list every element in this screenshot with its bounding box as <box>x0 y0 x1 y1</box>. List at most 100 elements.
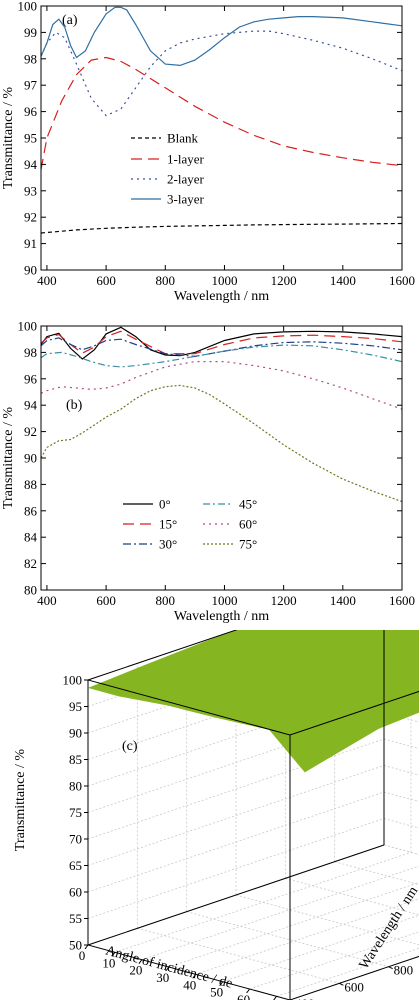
x-tick-label: 1200 <box>271 273 297 288</box>
plot-frame <box>40 5 403 271</box>
legend-label: 15° <box>159 517 177 532</box>
floor-grid-line <box>285 877 419 916</box>
x-tick-label: 1400 <box>330 273 356 288</box>
x-tick-label: 60 <box>237 992 250 1000</box>
y-tick-label: 98 <box>24 51 37 66</box>
floor-grid-line <box>249 931 419 990</box>
transmittance-surface <box>88 630 419 773</box>
x-tick-label: 1200 <box>271 593 297 608</box>
z-tick-label: 90 <box>69 726 82 741</box>
y-tick-label: 90 <box>24 451 37 466</box>
y-tick-label: 100 <box>18 0 38 14</box>
y-tick-label: 92 <box>24 424 37 439</box>
z-tick-label: 95 <box>69 699 82 714</box>
floor-edges <box>86 844 419 1000</box>
series-line-45° <box>40 344 403 368</box>
side-wall-grid-line <box>383 818 419 829</box>
x-tick-label: 600 <box>96 273 116 288</box>
x-tick-mark <box>192 974 197 979</box>
z-tick-label: 75 <box>69 805 82 820</box>
x-tick-mark <box>165 966 170 972</box>
y-tick-label: 88 <box>24 477 37 492</box>
x-tick-mark <box>219 981 224 986</box>
y-tick-label: 84 <box>24 530 38 545</box>
z-tick-label: 85 <box>69 752 82 767</box>
x-tick-mark <box>246 988 251 994</box>
floor-grid-line <box>168 882 419 968</box>
legend-label: 3-layer <box>167 192 204 207</box>
x-tick-label: 800 <box>156 593 176 608</box>
series-line-0° <box>40 326 403 360</box>
y-tick-label: 100 <box>18 319 38 334</box>
y-tick-label: 600 <box>344 979 364 994</box>
series-line-75° <box>40 384 403 503</box>
z-tick-label: 80 <box>69 779 82 794</box>
x-tick-label: 0 <box>79 948 86 963</box>
x-tick-label: 1000 <box>211 273 237 288</box>
z-axis-label: Transmittance / % <box>13 749 28 851</box>
y-tick-label: 94 <box>24 157 38 172</box>
z-tick-label: 50 <box>69 938 82 953</box>
y-tick-label: 91 <box>24 236 37 251</box>
side-wall-grid-line <box>383 765 419 776</box>
chart-a: 400 600 800 1000 1200 1400 1600 90 91 92 93 94 95 96 9… <box>1 0 415 304</box>
series-line-60° <box>40 361 403 410</box>
y-tick-label: 94 <box>24 398 38 413</box>
series-line-30° <box>40 337 403 358</box>
legend-label: 1-layer <box>167 152 204 167</box>
y-tick-mark <box>388 966 393 970</box>
back-wall-grid-line <box>87 818 385 919</box>
legend-label: 0° <box>159 497 171 512</box>
x-tick-label: 600 <box>96 593 116 608</box>
y-tick-label: 93 <box>24 183 37 198</box>
y-tick-label: 97 <box>24 78 38 93</box>
floor-grid-line <box>137 927 340 984</box>
plot-frame <box>40 325 403 591</box>
y-tick-label: 80 <box>24 583 37 598</box>
y-tick-label: 90 <box>24 263 37 278</box>
x-tick-label: 40 <box>183 977 196 992</box>
z-tick-label: 100 <box>63 673 83 688</box>
side-wall-grid-line <box>383 738 419 749</box>
z-tick-label: 70 <box>69 832 82 847</box>
y-tick-label: 96 <box>24 371 38 386</box>
x-tick-label: 1400 <box>330 593 356 608</box>
series-line-Blank <box>40 222 403 234</box>
series-line-2-layer <box>40 30 403 117</box>
series-line-1-layer <box>40 56 403 170</box>
x-axis-label: Wavelength / nm <box>174 289 269 304</box>
floor-grid-line <box>235 894 419 946</box>
x-tick-label: 1000 <box>211 593 237 608</box>
panel-label: (b) <box>66 398 83 413</box>
y-tick-label: 82 <box>24 556 37 571</box>
chart-b: 400 600 800 1000 1200 1400 1600 80 82 84 86 88 90 92 9… <box>1 319 415 625</box>
legend-label: 60° <box>239 517 257 532</box>
x-axis-label: Wavelength / nm <box>174 609 269 624</box>
floor-grid-line <box>195 898 419 975</box>
top-edges <box>86 630 419 736</box>
legend-label: Blank <box>167 131 199 146</box>
x-tick-label: 1600 <box>389 273 415 288</box>
floor-grid-line <box>114 851 412 953</box>
chart-c: 5055606570758085909510001020304050607040… <box>13 630 419 1000</box>
floor-grid-line <box>222 914 419 983</box>
series-line-3-layer <box>40 6 403 67</box>
floor-grid-line <box>186 911 389 968</box>
x-tick-label: 400 <box>37 593 57 608</box>
x-tick-label: 400 <box>37 273 57 288</box>
z-tick-label: 65 <box>69 858 82 873</box>
x-tick-label: 10 <box>102 955 115 970</box>
legend-label: 75° <box>239 537 257 552</box>
y-tick-label: 96 <box>24 104 38 119</box>
x-tick-label: 30 <box>156 970 169 985</box>
x-tick-mark <box>111 952 116 957</box>
back-wall-grid-line <box>87 765 385 866</box>
y-tick-label: 99 <box>24 25 37 40</box>
legend-label: 2-layer <box>167 172 204 187</box>
z-tick-label: 60 <box>69 885 82 900</box>
x-tick-label: 1600 <box>389 593 415 608</box>
y-tick-label: 95 <box>24 131 37 146</box>
panel-label: (a) <box>62 13 78 28</box>
z-tick-label: 55 <box>69 911 82 926</box>
side-wall-grid-line <box>383 791 419 802</box>
